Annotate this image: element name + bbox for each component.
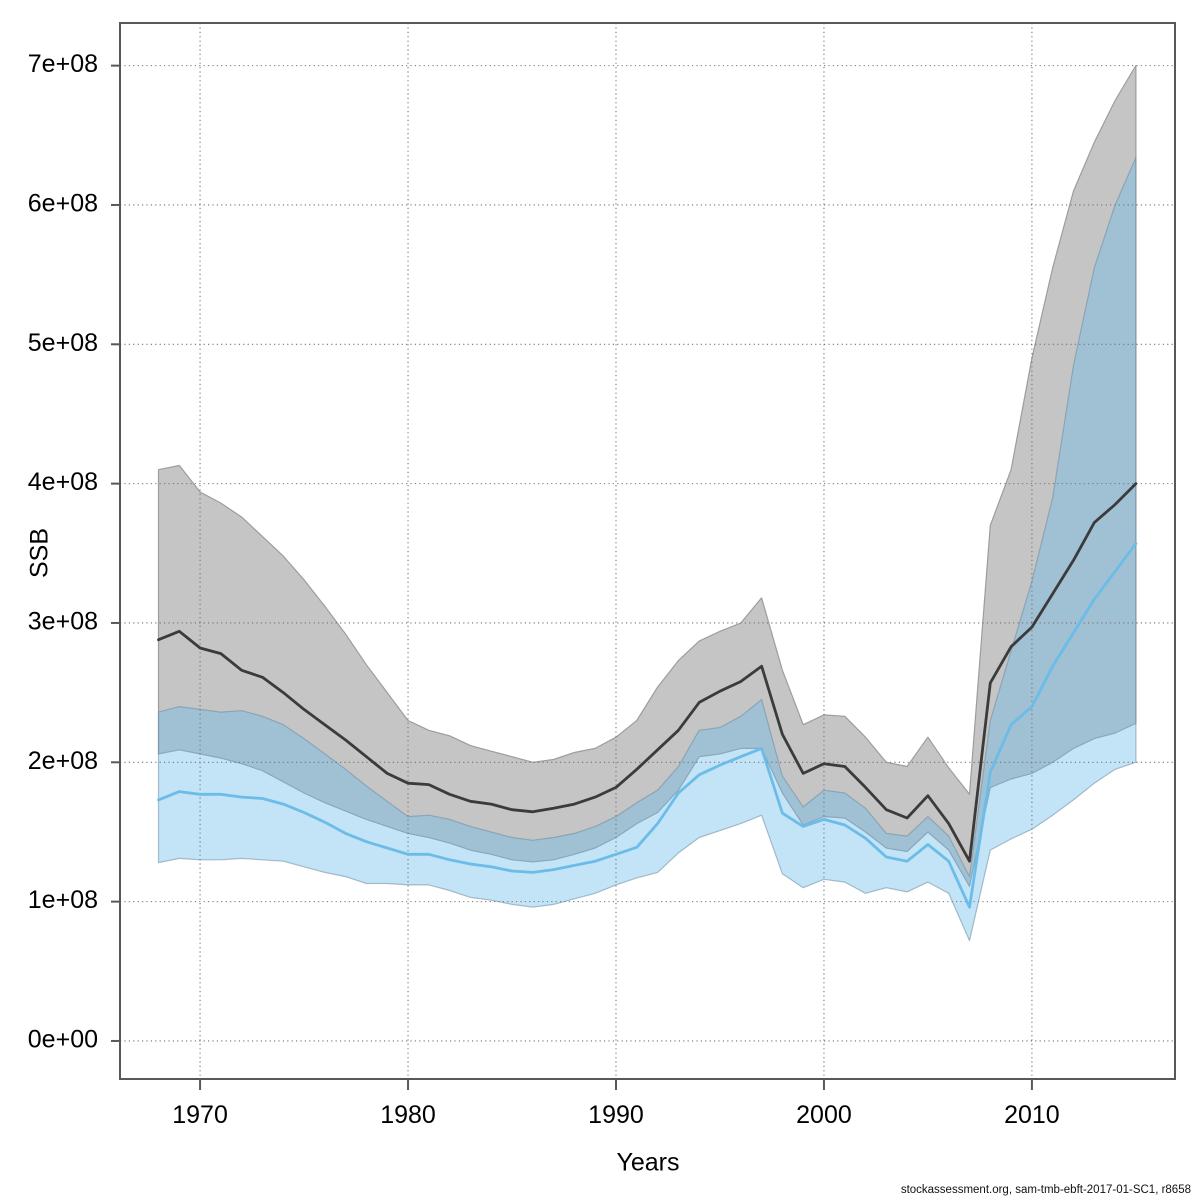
x-tick-label: 2000 <box>796 1101 852 1129</box>
plot-frame <box>119 22 1176 1080</box>
ssb-line-blue <box>157 542 1138 909</box>
y-tick-label: 4e+08 <box>28 468 98 496</box>
y-tick-label: 0e+00 <box>28 1026 98 1054</box>
x-tick-label: 1970 <box>172 1101 228 1129</box>
y-axis-title: SSB <box>25 527 54 579</box>
y-tick-label: 2e+08 <box>28 747 98 775</box>
x-tick-label: 2010 <box>1004 1101 1060 1129</box>
x-tick-label: 1980 <box>380 1101 436 1129</box>
x-axis-title: Years <box>616 1148 680 1177</box>
y-tick-label: 1e+08 <box>28 886 98 914</box>
confidence-band-blue <box>157 157 1137 942</box>
x-tick-label: 1990 <box>588 1101 644 1129</box>
y-tick-label: 6e+08 <box>28 190 98 218</box>
y-tick-label: 3e+08 <box>28 608 98 636</box>
y-tick-label: 7e+08 <box>28 50 98 78</box>
watermark-text: stockassessment.org, sam-tmb-ebft-2017-0… <box>900 1184 1191 1196</box>
ssb-line-dark <box>157 482 1138 863</box>
y-tick-label: 5e+08 <box>28 329 98 357</box>
